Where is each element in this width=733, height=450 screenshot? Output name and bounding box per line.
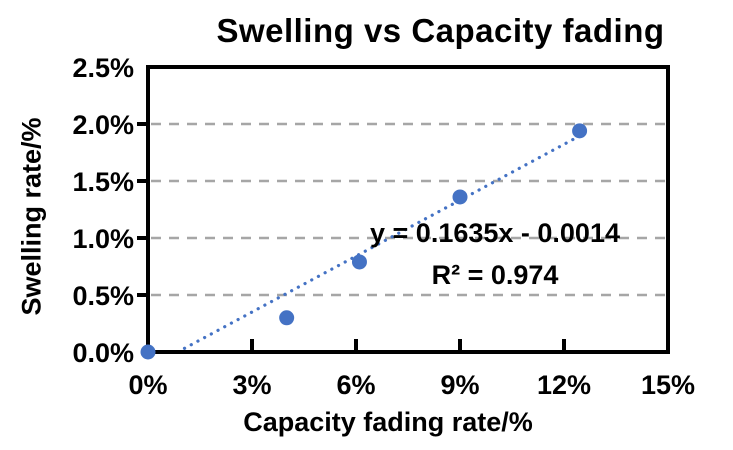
- x-tick-label: 3%: [232, 370, 271, 400]
- y-tick-label: 1.0%: [72, 224, 134, 254]
- x-tick-label: 12%: [537, 370, 591, 400]
- plot-border: [146, 65, 670, 354]
- data-point: [140, 344, 156, 360]
- trendline-equation-label: y = 0.1635x - 0.0014: [370, 218, 620, 248]
- x-tick-label: 9%: [440, 370, 479, 400]
- data-point: [452, 189, 468, 205]
- y-tick-label: 0.5%: [72, 281, 134, 311]
- y-tick-label: 0.0%: [72, 338, 134, 368]
- x-axis-title: Capacity fading rate/%: [243, 407, 533, 437]
- x-tick-label: 6%: [336, 370, 375, 400]
- data-point: [572, 123, 588, 139]
- y-tick-label: 1.5%: [72, 167, 134, 197]
- trendline: [176, 131, 587, 354]
- data-point: [279, 310, 295, 326]
- data-point: [351, 254, 367, 270]
- x-tick-label: 15%: [641, 370, 695, 400]
- y-tick-label: 2.0%: [72, 110, 134, 140]
- trendline-r2-label: R² = 0.974: [431, 260, 559, 290]
- x-tick-label: 0%: [128, 370, 167, 400]
- y-tick-label: 2.5%: [72, 53, 134, 83]
- chart-title: Swelling vs Capacity fading: [216, 12, 665, 49]
